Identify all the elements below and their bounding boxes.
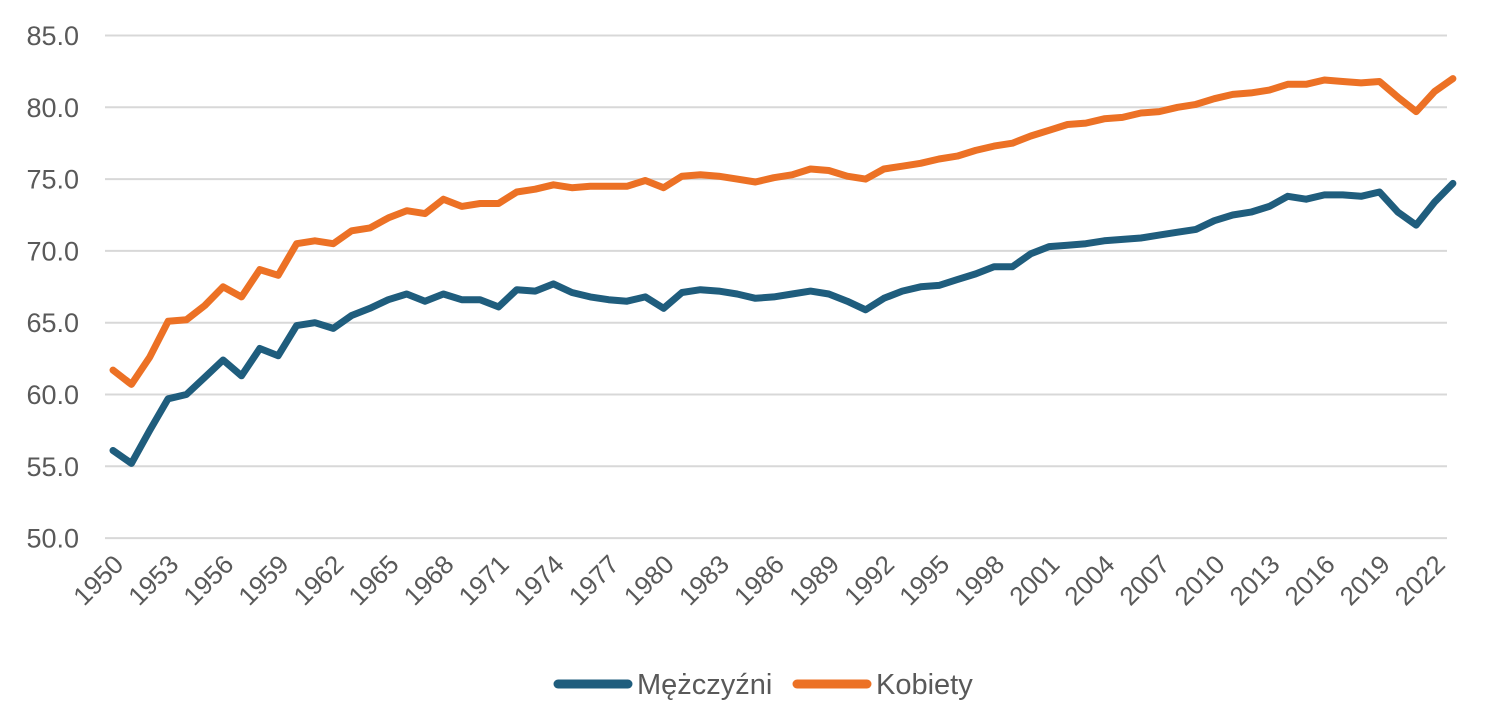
y-axis-labels: 50.0 55.0 60.0 65.0 70.0 75.0 80.0 85.0 <box>26 21 79 554</box>
x-tick-label: 1956 <box>177 549 239 611</box>
legend: Mężczyźni Kobiety <box>553 669 973 701</box>
series-line-women[interactable] <box>109 75 1457 388</box>
x-tick-label: 1974 <box>508 549 570 611</box>
y-tick-label: 75.0 <box>26 165 79 195</box>
y-tick-label: 55.0 <box>26 452 79 482</box>
x-tick-label: 1980 <box>618 549 680 611</box>
x-tick-label: 2022 <box>1389 549 1451 611</box>
y-tick-label: 70.0 <box>26 236 79 266</box>
y-tick-label: 60.0 <box>26 380 79 410</box>
legend-label-men[interactable]: Mężczyźni <box>637 669 772 701</box>
x-tick-label: 1983 <box>673 549 735 611</box>
gridlines <box>105 34 1447 540</box>
x-tick-label: 1977 <box>563 549 625 611</box>
x-tick-label: 2019 <box>1334 549 1396 611</box>
y-tick-label: 50.0 <box>26 524 79 554</box>
x-tick-label: 1989 <box>783 549 845 611</box>
x-tick-label: 1965 <box>342 549 404 611</box>
x-tick-label: 1998 <box>948 549 1010 611</box>
x-tick-label: 1959 <box>232 549 294 611</box>
x-tick-label: 2001 <box>1003 549 1065 611</box>
x-tick-label: 1995 <box>893 549 955 611</box>
series-lines <box>109 75 1457 467</box>
x-tick-label: 2010 <box>1168 549 1230 611</box>
x-tick-label: 1992 <box>838 549 900 611</box>
x-tick-label: 2013 <box>1223 549 1285 611</box>
x-tick-label: 1986 <box>728 549 790 611</box>
x-tick-label: 1968 <box>398 549 460 611</box>
x-tick-label: 1953 <box>122 549 184 611</box>
x-tick-label: 1971 <box>453 549 515 611</box>
x-tick-label: 1950 <box>67 549 129 611</box>
y-tick-label: 85.0 <box>26 21 79 51</box>
y-tick-label: 65.0 <box>26 308 79 338</box>
x-tick-label: 2004 <box>1058 549 1120 611</box>
x-axis-labels: 1950195319561959196219651968197119741977… <box>67 549 1451 611</box>
x-tick-label: 1962 <box>287 549 349 611</box>
x-tick-label: 2007 <box>1113 549 1175 611</box>
x-tick-label: 2016 <box>1279 549 1341 611</box>
y-tick-label: 80.0 <box>26 93 79 123</box>
legend-label-women[interactable]: Kobiety <box>876 669 973 701</box>
series-line-men[interactable] <box>109 179 1457 467</box>
